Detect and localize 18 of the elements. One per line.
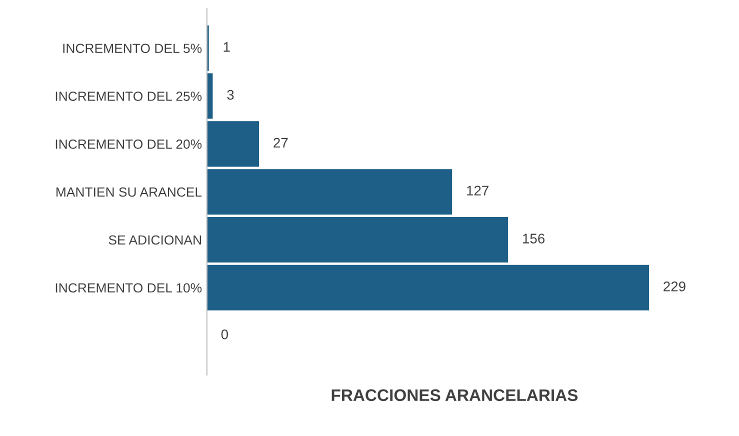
- y-tick-label: INCREMENTO DEL 20%: [56, 140, 202, 149]
- y-tick-label: SE ADICIONAN: [108, 235, 201, 245]
- bar: [206, 264, 649, 310]
- data-label: 0: [221, 329, 228, 340]
- bar: [206, 169, 452, 215]
- y-tick-label: INCREMENTO DEL 5%: [63, 44, 202, 54]
- data-label: 1: [224, 42, 230, 52]
- data-label: 127: [467, 186, 488, 196]
- y-tick-label: MANTIEN SU ARANCEL: [56, 187, 202, 197]
- y-tick-label: INCREMENTO DEL 10%: [56, 283, 202, 293]
- y-tick-label: INCREMENTO DEL 25%: [56, 92, 202, 101]
- bar: [206, 216, 508, 262]
- bar: [206, 121, 260, 167]
- data-label: 156: [523, 234, 545, 244]
- data-label: 229: [664, 282, 686, 292]
- data-label: 3: [227, 90, 234, 100]
- data-label: 27: [274, 138, 288, 148]
- x-axis-title: FRACCIONES ARANCELARIAS: [332, 389, 578, 402]
